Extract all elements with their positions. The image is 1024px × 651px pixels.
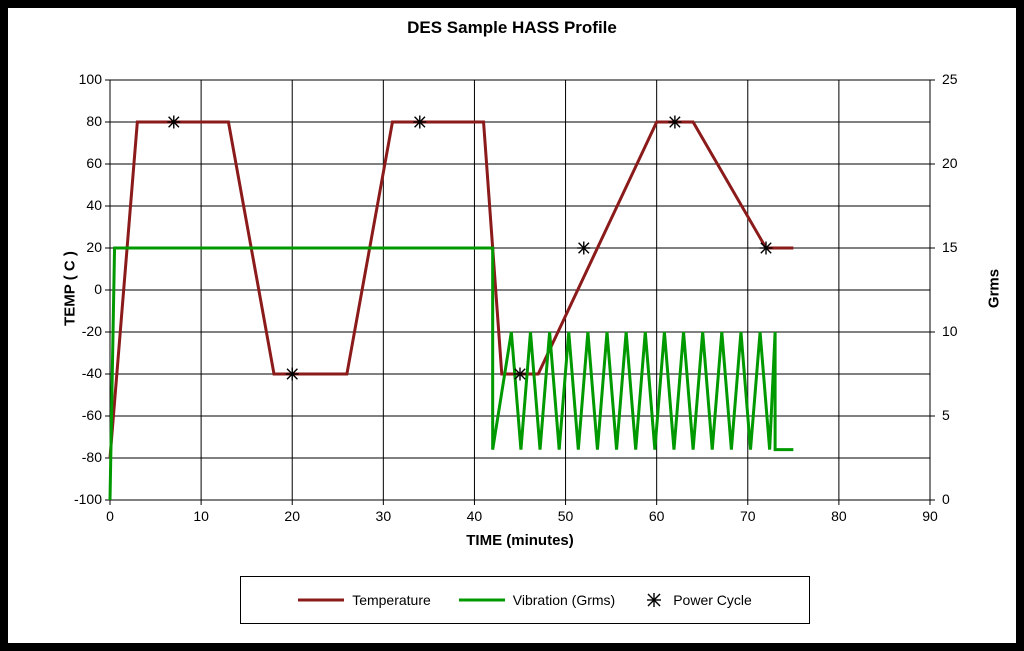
tick-label: 25: [942, 71, 958, 87]
tick-label: 30: [363, 508, 403, 524]
tick-label: -60: [52, 407, 102, 423]
legend-label: Power Cycle: [673, 592, 752, 608]
tick-label: 40: [454, 508, 494, 524]
tick-label: 20: [272, 508, 312, 524]
tick-label: 5: [942, 407, 950, 423]
tick-label: 10: [181, 508, 221, 524]
legend-item-vibration: Vibration (Grms): [459, 592, 615, 608]
legend-marker-icon: [643, 591, 665, 609]
x-axis-label: TIME (minutes): [110, 532, 930, 549]
plot-area: [40, 10, 1000, 570]
tick-label: 50: [546, 508, 586, 524]
legend-line-icon: [298, 593, 344, 607]
tick-label: 70: [728, 508, 768, 524]
tick-label: 0: [52, 281, 102, 297]
tick-label: -20: [52, 323, 102, 339]
legend-item-temperature: Temperature: [298, 592, 431, 608]
tick-label: 0: [90, 508, 130, 524]
tick-label: 20: [942, 155, 958, 171]
legend: Temperature Vibration (Grms) Power Cycle: [240, 576, 810, 624]
legend-line-icon: [459, 593, 505, 607]
tick-label: -80: [52, 449, 102, 465]
tick-label: 100: [52, 71, 102, 87]
legend-label: Temperature: [352, 592, 431, 608]
tick-label: 0: [942, 491, 950, 507]
legend-label: Vibration (Grms): [513, 592, 615, 608]
tick-label: 60: [637, 508, 677, 524]
chart-frame: DES Sample HASS Profile TEMP ( C ) Grms …: [0, 0, 1024, 651]
tick-label: 10: [942, 323, 958, 339]
tick-label: 40: [52, 197, 102, 213]
tick-label: 60: [52, 155, 102, 171]
y-right-axis-label: Grms: [986, 249, 1003, 329]
tick-label: -40: [52, 365, 102, 381]
tick-label: 80: [819, 508, 859, 524]
tick-label: -100: [52, 491, 102, 507]
tick-label: 90: [910, 508, 950, 524]
legend-item-power-cycle: Power Cycle: [643, 591, 752, 609]
tick-label: 80: [52, 113, 102, 129]
tick-label: 15: [942, 239, 958, 255]
tick-label: 20: [52, 239, 102, 255]
